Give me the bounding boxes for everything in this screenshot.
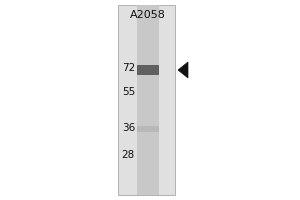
Text: 28: 28 (122, 150, 135, 160)
Bar (137, 5, 159, 195)
Text: 36: 36 (122, 123, 135, 133)
Bar (137, 65, 159, 75)
Text: 55: 55 (122, 87, 135, 97)
Text: A2058: A2058 (130, 10, 166, 20)
Bar (118, 5, 175, 195)
Polygon shape (178, 62, 188, 78)
Bar (137, 126, 159, 132)
Text: 72: 72 (122, 63, 135, 73)
